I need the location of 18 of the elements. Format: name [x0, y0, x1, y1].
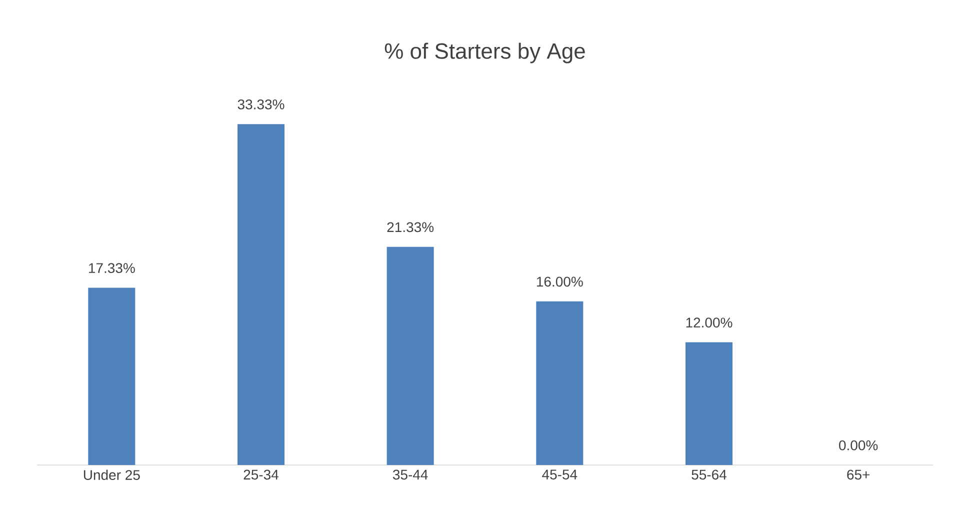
x-tick-label: 65+ [847, 470, 870, 480]
x-tick-label: Under 25 [84, 470, 140, 480]
x-tick-label: 45-54 [542, 470, 578, 480]
bar [88, 288, 136, 465]
data-label: 17.33% [88, 263, 135, 274]
bar [386, 246, 434, 465]
x-tick-label: 35-44 [392, 470, 428, 480]
data-label: 16.00% [536, 276, 583, 287]
bar [686, 342, 732, 465]
x-tick-label: 25-34 [244, 470, 278, 480]
bar [238, 124, 284, 465]
bar [536, 301, 584, 465]
data-label: 33.33% [238, 99, 284, 110]
data-label: 21.33% [387, 222, 434, 232]
x-tick-label: 55-64 [692, 470, 726, 480]
data-label: 12.00% [686, 318, 732, 328]
data-label: 0.00% [839, 440, 878, 450]
chart-title: % of Starters by Age [384, 42, 585, 64]
